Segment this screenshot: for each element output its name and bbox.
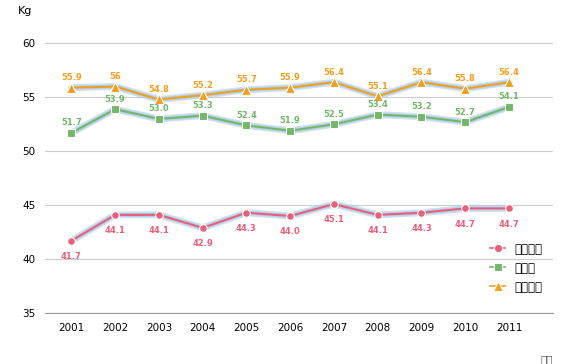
Text: 54.8: 54.8 [148, 85, 169, 94]
Text: 55.7: 55.7 [236, 75, 257, 84]
Text: 51.7: 51.7 [61, 118, 82, 127]
Text: 55.9: 55.9 [61, 73, 82, 82]
Text: 44.3: 44.3 [411, 224, 432, 233]
Text: 56.4: 56.4 [411, 68, 432, 77]
Text: 42.9: 42.9 [192, 239, 213, 248]
Text: 44.1: 44.1 [367, 226, 388, 235]
Text: 53.3: 53.3 [192, 101, 213, 110]
Text: 44.7: 44.7 [499, 219, 519, 229]
Text: 연도: 연도 [540, 354, 553, 364]
Text: 52.5: 52.5 [324, 110, 345, 119]
Text: 44.3: 44.3 [236, 224, 257, 233]
Text: 51.9: 51.9 [280, 116, 301, 125]
Text: 55.1: 55.1 [367, 82, 388, 91]
Text: 53.0: 53.0 [148, 104, 169, 113]
Text: 45.1: 45.1 [324, 215, 345, 224]
Text: 55.8: 55.8 [455, 74, 475, 83]
Text: 52.7: 52.7 [455, 108, 475, 116]
Text: 41.7: 41.7 [61, 252, 82, 261]
Y-axis label: Kg: Kg [17, 6, 32, 16]
Text: 44.0: 44.0 [280, 227, 301, 236]
Text: 53.4: 53.4 [367, 100, 388, 109]
Text: 54.1: 54.1 [499, 92, 519, 102]
Text: 55.9: 55.9 [280, 73, 301, 82]
Text: 53.9: 53.9 [105, 95, 125, 104]
Text: 56: 56 [109, 72, 121, 81]
Text: 44.1: 44.1 [148, 226, 169, 235]
Text: 44.1: 44.1 [105, 226, 126, 235]
Text: 56.4: 56.4 [499, 68, 519, 77]
Text: 44.7: 44.7 [455, 219, 475, 229]
Text: 52.4: 52.4 [236, 111, 257, 120]
Legend: 초등학교, 중학교, 고등학교: 초등학교, 중학교, 고등학교 [486, 238, 547, 298]
Text: 56.4: 56.4 [324, 68, 345, 77]
Text: 55.2: 55.2 [192, 80, 213, 90]
Text: 53.2: 53.2 [411, 102, 432, 111]
